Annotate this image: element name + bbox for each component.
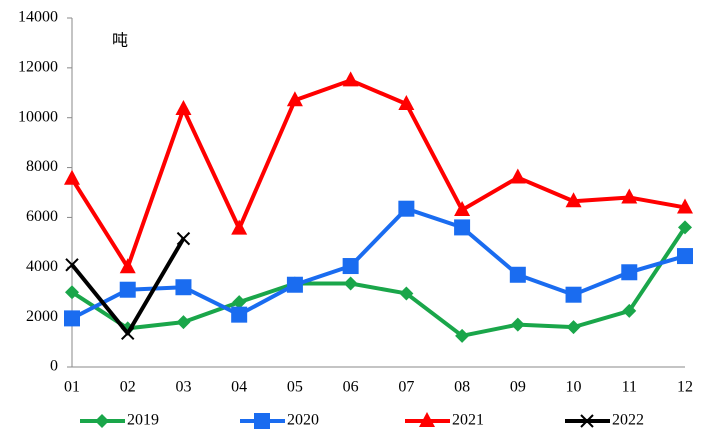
legend-label: 2021 (452, 412, 484, 429)
marker (678, 220, 692, 235)
marker (286, 91, 303, 107)
marker (566, 320, 581, 335)
legend-label: 2022 (612, 412, 644, 429)
y-tick-label: 2000 (26, 308, 58, 325)
marker (119, 258, 136, 274)
marker (398, 95, 415, 111)
marker (454, 219, 471, 236)
y-tick-label: 6000 (26, 208, 58, 225)
marker (343, 276, 358, 291)
y-tick-label: 8000 (26, 158, 58, 175)
marker (677, 198, 693, 214)
x-tick-label: 08 (454, 379, 470, 396)
marker (565, 286, 582, 303)
x-tick-label: 07 (398, 379, 414, 396)
x-tick-label: 09 (510, 379, 526, 396)
x-tick-label: 02 (120, 379, 136, 396)
marker (175, 279, 192, 296)
y-tick-label: 14000 (18, 9, 58, 26)
marker (95, 414, 109, 428)
marker (231, 219, 248, 235)
marker (677, 248, 693, 265)
marker (286, 276, 303, 293)
marker (232, 295, 247, 310)
y-tick-label: 0 (50, 358, 58, 375)
series-line (70, 78, 686, 270)
x-tick-label: 10 (566, 379, 582, 396)
marker (580, 414, 594, 428)
legend-label: 2019 (127, 412, 159, 429)
marker (565, 192, 582, 208)
marker (510, 317, 525, 332)
marker (64, 169, 80, 185)
marker (621, 188, 638, 204)
x-tick-label: 03 (175, 379, 191, 396)
marker (176, 231, 191, 246)
marker (342, 71, 359, 87)
marker (419, 412, 435, 427)
x-tick-label: 12 (677, 379, 693, 396)
marker (176, 315, 191, 330)
marker (622, 303, 637, 318)
marker (65, 258, 79, 272)
x-tick-label: 04 (231, 379, 247, 396)
series-line (70, 226, 687, 338)
series-line (71, 206, 686, 321)
marker (254, 413, 270, 429)
marker (231, 306, 248, 323)
marker (454, 200, 471, 216)
marker (621, 264, 638, 281)
unit-annotation: 吨 (112, 32, 128, 50)
marker (64, 310, 80, 327)
marker (342, 258, 359, 275)
marker (455, 328, 470, 343)
marker (399, 286, 414, 301)
marker (509, 168, 526, 184)
marker (175, 99, 192, 115)
legend-label: 2020 (287, 412, 319, 429)
y-tick-label: 12000 (18, 59, 58, 76)
x-tick-label: 05 (287, 379, 303, 396)
marker (119, 281, 136, 298)
x-tick-label: 06 (343, 379, 359, 396)
y-tick-label: 10000 (18, 108, 58, 125)
x-tick-label: 11 (622, 379, 637, 396)
x-tick-label: 01 (64, 379, 80, 396)
marker (65, 285, 79, 300)
marker (509, 266, 526, 283)
marker (121, 326, 135, 341)
marker (398, 200, 415, 217)
y-tick-label: 4000 (26, 258, 58, 275)
